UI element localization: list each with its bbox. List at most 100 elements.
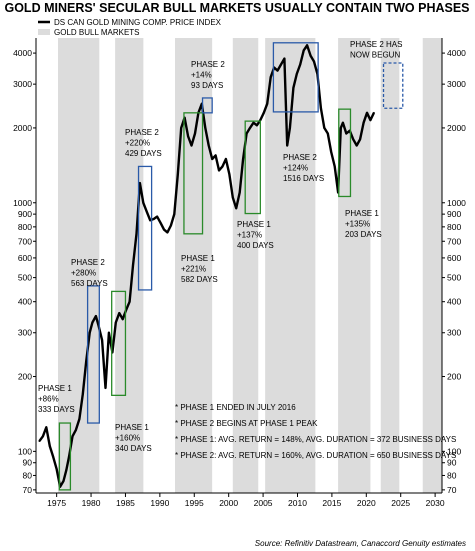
x-tick-label-1995: 1995 bbox=[185, 498, 204, 508]
series-point-0-14 bbox=[85, 360, 88, 363]
series-point-0-67 bbox=[266, 102, 269, 105]
series-point-0-56 bbox=[228, 173, 231, 176]
phase-box-2 bbox=[111, 290, 127, 396]
series-point-0-76 bbox=[295, 72, 298, 75]
x-tick-label-2010: 2010 bbox=[288, 498, 307, 508]
phase-annotation-0: PHASE 1 +86% 333 DAYS bbox=[38, 384, 75, 414]
series-point-0-68 bbox=[269, 76, 272, 79]
series-point-0-11 bbox=[75, 428, 77, 431]
series-point-0-30 bbox=[139, 182, 141, 184]
y-tick-label-left-800: 800 bbox=[18, 222, 32, 232]
x-tick-label-2020: 2020 bbox=[357, 498, 376, 508]
series-point-0-49 bbox=[204, 127, 207, 129]
series-point-0-51 bbox=[211, 158, 214, 160]
bull-market-band-3 bbox=[232, 38, 259, 493]
series-point-0-46 bbox=[194, 132, 196, 135]
y-tick-label-right-600: 600 bbox=[447, 253, 461, 263]
series-point-0-37 bbox=[163, 228, 165, 231]
series-point-0-74 bbox=[289, 127, 291, 129]
legend-area-swatch bbox=[38, 29, 50, 35]
series-point-0-0 bbox=[38, 440, 41, 442]
phase-box-6 bbox=[244, 120, 261, 215]
series-point-0-15 bbox=[88, 331, 91, 334]
phase-annotation-9: PHASE 2 HAS NOW BEGUN bbox=[350, 40, 402, 60]
x-tick-label-1975: 1975 bbox=[47, 498, 66, 508]
series-point-0-93 bbox=[352, 138, 355, 141]
axes: 1975 1980 1985 1990 1995 2000 2005 2010 2015 2020… bbox=[13, 38, 466, 508]
note-2: * PHASE 1: AVG. RETURN = 148%, AVG. DURA… bbox=[175, 435, 456, 444]
series-point-0-42 bbox=[180, 127, 183, 129]
series-point-0-57 bbox=[231, 196, 234, 199]
series-point-0-72 bbox=[283, 57, 286, 60]
x-tick-label-2025: 2025 bbox=[391, 498, 410, 508]
series-point-0-61 bbox=[245, 132, 248, 135]
phase-annotation-3: PHASE 2 +220% 429 DAYS bbox=[125, 128, 162, 158]
series-point-0-44 bbox=[187, 135, 189, 138]
series-point-0-81 bbox=[313, 60, 315, 63]
series-point-0-19 bbox=[101, 339, 103, 342]
series-point-0-94 bbox=[355, 144, 358, 147]
note-3: * PHASE 2: AVG. RETURN = 160%, AVG. DURA… bbox=[175, 451, 456, 460]
phase-annotation-1: PHASE 2 +280% 563 DAYS bbox=[71, 258, 108, 288]
y-tick-label-left-500: 500 bbox=[18, 273, 32, 283]
series-point-0-52 bbox=[214, 154, 217, 157]
phase-annotation-6: PHASE 1 +137% 400 DAYS bbox=[237, 220, 274, 250]
y-tick-label-left-1000: 1000 bbox=[13, 198, 32, 208]
bull-market-band-2 bbox=[175, 38, 213, 493]
y-tick-label-left-100: 100 bbox=[18, 446, 32, 456]
series-point-0-38 bbox=[166, 231, 169, 234]
phase-annotations: PHASE 1 +86% 333 DAYS PHASE 2 +280% 563 DAYS P… bbox=[38, 40, 402, 453]
x-tick-label-1990: 1990 bbox=[150, 498, 169, 508]
y-tick-label-left-400: 400 bbox=[18, 297, 32, 307]
series-point-0-32 bbox=[145, 210, 148, 213]
series-point-0-24 bbox=[118, 312, 121, 314]
series-point-0-89 bbox=[339, 127, 342, 129]
y-tick-label-right-800: 800 bbox=[447, 222, 461, 232]
y-tick-label-right-900: 900 bbox=[447, 209, 461, 219]
series-point-0-59 bbox=[238, 191, 241, 194]
series-point-0-63 bbox=[252, 121, 255, 124]
phase-annotation-4: PHASE 1 +221% 582 DAYS bbox=[181, 254, 218, 284]
series-line-0 bbox=[38, 44, 375, 488]
series-point-0-75 bbox=[292, 86, 295, 89]
series-point-0-97 bbox=[366, 111, 368, 114]
phase-box-1 bbox=[86, 285, 100, 424]
series-point-0-13 bbox=[81, 393, 84, 395]
phase-box-4 bbox=[183, 112, 204, 235]
notes: * PHASE 1 ENDED IN JULY 2016 * PHASE 2 BE… bbox=[175, 403, 456, 460]
series-point-0-7 bbox=[62, 480, 65, 482]
series-point-0-64 bbox=[255, 124, 258, 127]
series-point-0-53 bbox=[218, 169, 220, 172]
phase-box-3 bbox=[137, 165, 153, 291]
y-tick-label-left-80: 80 bbox=[23, 470, 33, 480]
y-tick-label-left-4000: 4000 bbox=[13, 48, 32, 58]
series-point-0-9 bbox=[68, 455, 70, 458]
y-tick-label-right-70: 70 bbox=[447, 485, 457, 495]
x-tick-label-2000: 2000 bbox=[219, 498, 238, 508]
series-point-0-77 bbox=[299, 63, 302, 66]
series-point-0-25 bbox=[121, 318, 124, 321]
y-tick-label-left-2000: 2000 bbox=[13, 123, 32, 133]
y-tick-label-right-300: 300 bbox=[447, 328, 461, 338]
series-point-0-12 bbox=[78, 418, 81, 420]
bull-market-shading bbox=[58, 38, 442, 493]
y-tick-label-right-100: 100 bbox=[447, 446, 461, 456]
legend-label-bull: GOLD BULL MARKETS bbox=[54, 28, 140, 37]
series-point-0-29 bbox=[135, 232, 138, 235]
phase-box-0 bbox=[58, 422, 72, 491]
y-tick-label-left-70: 70 bbox=[23, 485, 33, 495]
bull-market-band-5 bbox=[338, 38, 371, 493]
series-line-group bbox=[38, 44, 375, 488]
series-point-0-39 bbox=[169, 224, 172, 227]
series-point-0-60 bbox=[242, 158, 245, 160]
series-point-0-28 bbox=[132, 264, 134, 267]
series-point-0-10 bbox=[71, 435, 74, 438]
series-point-0-23 bbox=[114, 321, 117, 324]
y-tick-label-left-600: 600 bbox=[18, 253, 32, 263]
y-tick-label-right-90: 90 bbox=[447, 458, 457, 468]
phase-box-5 bbox=[201, 97, 213, 114]
chart-title: GOLD MINERS' SECULAR BULL MARKETS USUALL… bbox=[4, 1, 469, 15]
series-point-0-86 bbox=[330, 151, 333, 153]
series-point-0-3 bbox=[48, 445, 51, 447]
